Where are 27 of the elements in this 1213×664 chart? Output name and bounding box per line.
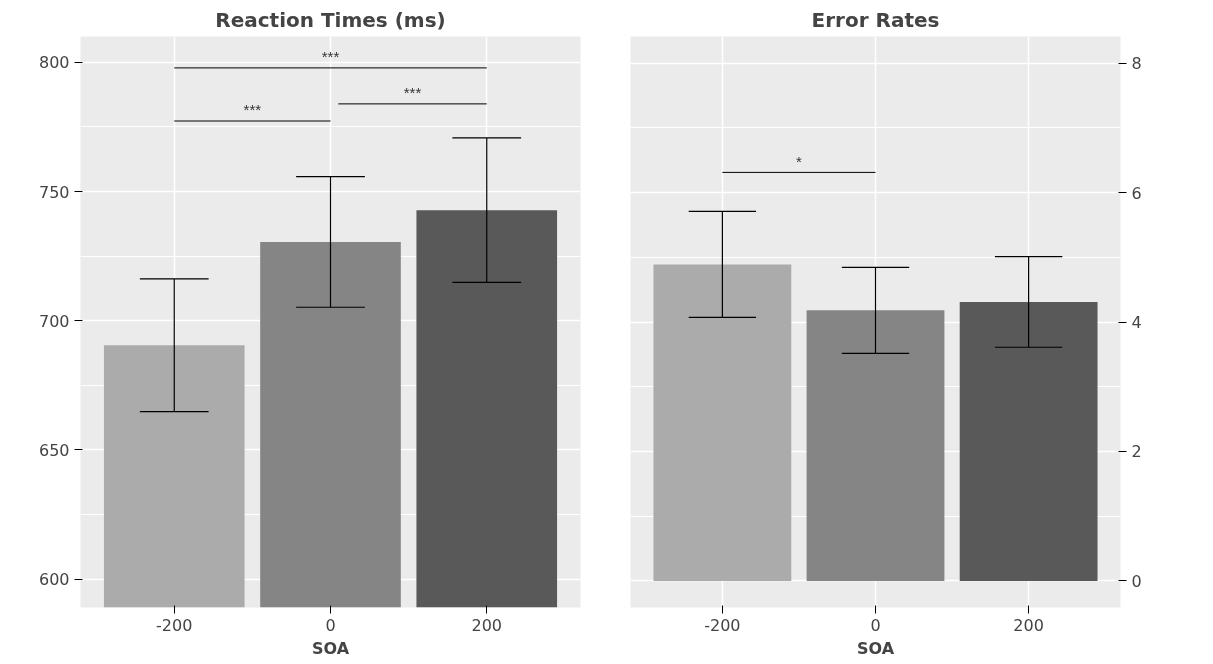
chart-title: Reaction Times (ms): [215, 7, 446, 32]
x-tick-label: -200: [156, 615, 193, 635]
y-tick-label: 6: [1131, 183, 1142, 203]
annotation: *: [796, 152, 803, 170]
y-tick-label: 0: [1131, 571, 1142, 591]
bar: [806, 310, 945, 581]
x-tick-label: 0: [870, 615, 881, 635]
y-tick-label: 600: [38, 570, 70, 590]
x-axis-title: SOA: [856, 638, 895, 658]
annotation: ***: [243, 101, 262, 119]
annotation: ***: [321, 48, 340, 66]
y-tick-label: 2: [1131, 442, 1142, 462]
y-tick-label: 800: [38, 53, 70, 73]
chart-title: Error Rates: [811, 7, 940, 32]
x-tick-label: -200: [704, 615, 741, 635]
y-tick-label: 750: [38, 182, 70, 202]
x-tick-label: 0: [325, 615, 336, 635]
x-axis-title: SOA: [311, 638, 350, 658]
bar: [653, 264, 792, 581]
y-tick-label: 650: [38, 440, 70, 460]
x-tick-label: 200: [1013, 615, 1044, 635]
annotation: ***: [403, 84, 422, 102]
y-tick-label: 8: [1131, 54, 1142, 74]
y-tick-label: 4: [1131, 313, 1142, 332]
bar: [959, 301, 1098, 581]
x-tick-label: 200: [471, 615, 503, 635]
y-tick-label: 700: [38, 311, 70, 331]
